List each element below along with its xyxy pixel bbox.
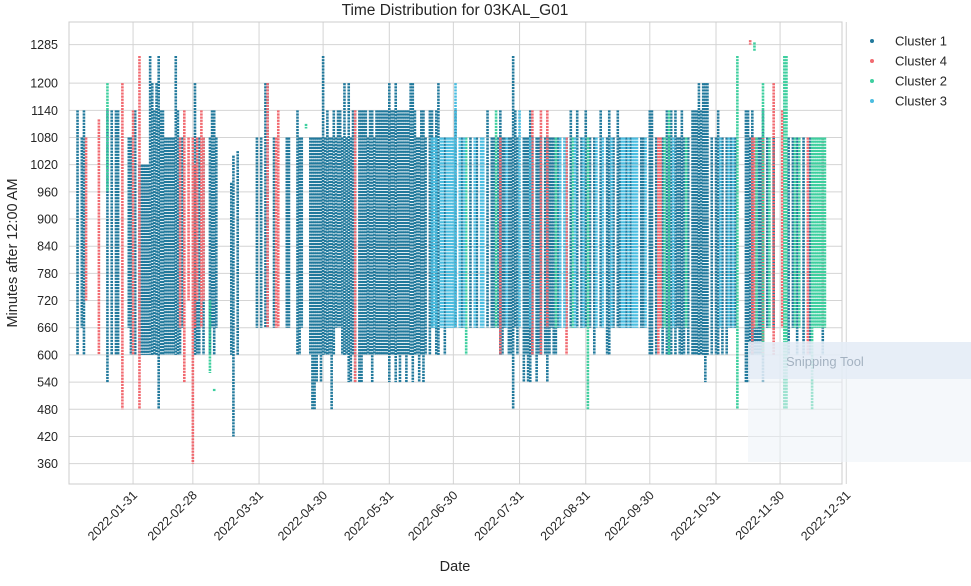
chart-title: Time Distribution for 03KAL_G01 [342,2,569,19]
x-axis-title: Date [440,559,471,575]
y-tick-label: 420 [37,430,58,444]
snipping-tool-label: Snipping Tool [786,354,864,369]
y-axis-title: Minutes after 12:00 AM [5,178,21,327]
y-axis-ticks: 360 420 480 540 600 660 720 780 840 900 960 1020 108… [30,38,58,471]
plot-frame [68,21,843,485]
y-tick-label: 720 [37,294,58,308]
legend-marker [870,59,874,63]
y-tick-label: 780 [37,267,58,281]
legend-label: Cluster 4 [895,54,947,69]
legend-marker [870,79,874,83]
y-tick-label: 1200 [30,77,58,91]
y-tick-label: 840 [37,240,58,254]
x-tick-label: 2022-06-30 [405,488,460,543]
x-tick-label: 2022-12-31 [798,488,853,543]
y-tick-label: 540 [37,376,58,390]
x-tick-label: 2022-02-28 [145,488,200,543]
legend-marker [870,39,874,43]
snipping-tool-toolbar[interactable]: Snipping Tool [748,342,971,379]
y-tick-label: 600 [37,348,58,362]
x-tick-label: 2022-03-31 [211,488,266,543]
y-tick-label: 1020 [30,158,58,172]
legend: Cluster 1 Cluster 4 Cluster 2 Cluster 3 [870,34,947,109]
legend-label: Cluster 3 [895,94,947,109]
x-axis-ticks: 2022-01-31 2022-02-28 2022-03-31 2022-04-30… [85,488,853,543]
x-tick-label: 2022-08-31 [538,488,593,543]
legend-label: Cluster 1 [895,34,947,49]
x-tick-label: 2022-10-31 [668,488,723,543]
legend-marker [870,99,874,103]
y-tick-label: 960 [37,185,58,199]
x-tick-label: 2022-11-30 [733,488,787,542]
y-tick-label: 1140 [31,104,58,118]
data-points [76,40,827,464]
x-tick-label: 2022-01-31 [85,488,140,543]
y-tick-label: 660 [37,321,58,335]
y-tick-label: 1285 [30,38,58,52]
x-tick-label: 2022-05-31 [341,488,396,543]
legend-label: Cluster 2 [895,74,947,89]
x-tick-label: 2022-09-30 [602,488,657,543]
x-tick-label: 2022-07-31 [472,488,527,543]
y-tick-label: 900 [37,213,58,227]
snipping-tool-overlay[interactable]: Snipping Tool [748,342,971,462]
y-tick-label: 480 [37,403,58,417]
y-tick-label: 360 [37,457,58,471]
x-tick-label: 2022-04-30 [275,488,330,543]
series-cluster-2 [106,42,827,410]
series-cluster-3 [430,83,735,328]
y-tick-label: 1080 [30,131,58,145]
